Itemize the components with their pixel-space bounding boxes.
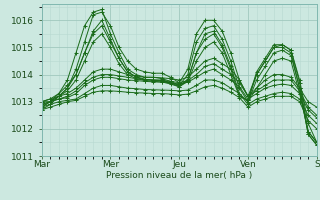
X-axis label: Pression niveau de la mer( hPa ): Pression niveau de la mer( hPa ) [106,171,252,180]
